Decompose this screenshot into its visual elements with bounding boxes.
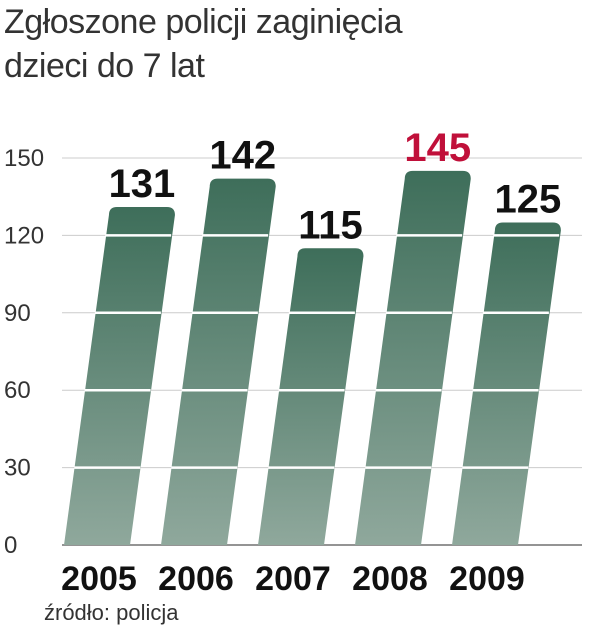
x-tick-label-2006: 2006 [158,560,234,598]
y-tick-label: 90 [4,300,31,327]
y-tick-label: 60 [4,377,31,404]
value-label-2006: 142 [209,134,276,178]
value-label-2009: 125 [495,178,562,222]
bar-2006 [161,178,276,545]
bars [64,170,561,546]
chart-title-line-1: Zgłoszone policji zaginięcia [4,3,403,41]
value-labels: 131 142 115 145 125 [109,126,562,247]
y-tick-label: 150 [4,145,44,172]
x-tick-label-2005: 2005 [61,560,137,598]
y-tick-label: 30 [4,455,31,482]
value-label-2007: 115 [298,203,363,247]
x-tick-label-2009: 2009 [449,560,525,598]
source-note: źródło: policja [44,600,179,625]
bar-2005 [64,207,175,545]
value-label-2008: 145 [404,126,471,170]
y-tick-label: 0 [4,532,17,559]
y-axis-ticks: 0 30 60 90 120 150 [4,145,44,559]
x-tick-label-2007: 2007 [255,560,331,598]
bar-2009 [452,222,561,545]
chart-title-line-2: dzieci do 7 lat [4,47,205,85]
bar-2007 [258,248,364,546]
y-tick-label: 120 [4,222,44,249]
chart-title: Zgłoszone policji zaginięcia dzieci do 7… [4,0,594,88]
x-axis-ticks: 2005 2006 2007 2008 2009 [61,560,525,598]
bar-2008 [355,170,471,545]
bar-band-lines [74,234,560,469]
value-label-2005: 131 [109,162,176,206]
x-tick-label-2008: 2008 [352,560,428,598]
